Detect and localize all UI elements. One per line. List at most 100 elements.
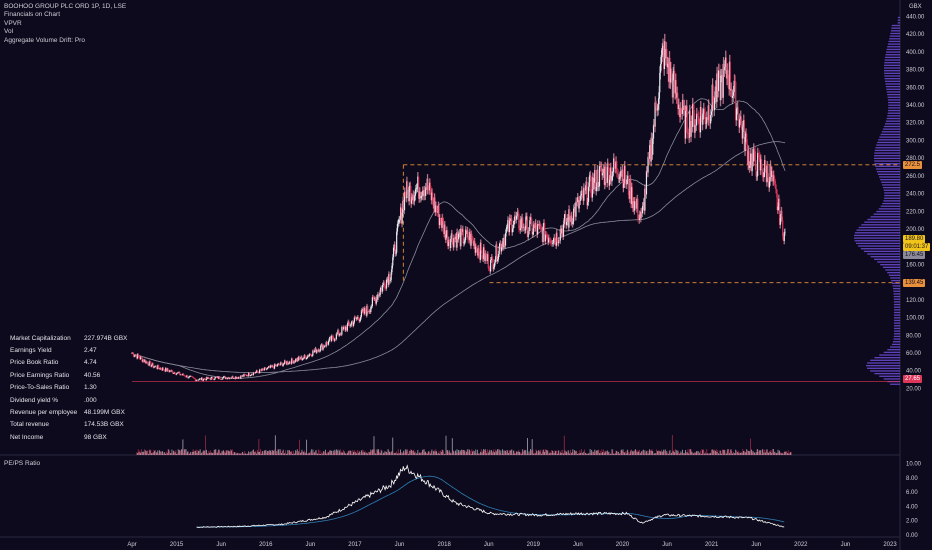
volume-bar: [700, 450, 701, 455]
volume-bar: [634, 450, 636, 455]
candle-body: [739, 119, 741, 128]
volume-bar: [389, 451, 391, 455]
volume-bar: [468, 452, 470, 455]
candle-body: [685, 105, 688, 112]
volume-bar: [256, 449, 258, 455]
candle-body: [677, 92, 679, 109]
candle-body: [385, 288, 387, 289]
candle-body: [706, 117, 709, 120]
legend-item-financials[interactable]: Financials on Chart: [4, 11, 60, 19]
volume-bar: [245, 453, 247, 455]
volume-bar: [699, 452, 701, 455]
candle-body: [368, 311, 370, 312]
candle-body: [289, 361, 291, 363]
candle-body: [462, 229, 464, 244]
candle-body: [344, 327, 346, 331]
volume-bar: [661, 451, 663, 455]
volume-bar: [240, 453, 242, 455]
volume-bar: [513, 450, 515, 455]
price-tick-label: 20.00: [906, 386, 922, 392]
candle-body: [218, 376, 220, 379]
candle-body: [201, 377, 204, 381]
candle-body: [755, 165, 757, 177]
ma-line-long: [132, 141, 786, 374]
candle-body: [295, 359, 298, 362]
volume-bar: [151, 453, 152, 455]
candle-body: [324, 346, 326, 347]
volume-bar: [761, 449, 763, 455]
vpvr-bar: [884, 194, 900, 197]
vpvr-bar: [882, 266, 900, 268]
legend-item-vpvr[interactable]: VPVR: [4, 19, 22, 27]
volume-bar: [494, 449, 496, 455]
candle-body: [570, 215, 572, 223]
volume-bar: [180, 449, 182, 455]
candle-body: [479, 242, 482, 260]
price-tick-label: 220.00: [906, 209, 925, 215]
candle-body: [698, 117, 700, 125]
candle-body: [393, 244, 395, 248]
volume-bar: [552, 451, 554, 455]
volume-bar: [171, 449, 173, 455]
volume-bar: [680, 451, 682, 455]
volume-bar: [434, 451, 436, 455]
candle-body: [533, 224, 535, 232]
volume-bar: [743, 450, 744, 455]
volume-bar: [718, 453, 719, 455]
volume-bar: [617, 451, 618, 455]
volume-bar: [711, 449, 713, 455]
chart-title[interactable]: BOOHOO GROUP PLC ORD 1P, 1D, LSE: [4, 3, 127, 10]
volume-bar: [412, 450, 414, 455]
pe-panel-label[interactable]: PE/PS Ratio: [4, 460, 41, 467]
volume-bar: [558, 450, 560, 455]
candle-body: [778, 198, 781, 225]
legend-item-volume-drift[interactable]: Aggregate Volume Drift: Pro: [4, 36, 85, 44]
volume-bar: [257, 451, 259, 455]
volume-bar: [294, 453, 296, 455]
volume-bar: [486, 453, 488, 455]
candle-body: [745, 133, 747, 137]
candle-body: [399, 207, 402, 220]
volume-bar: [548, 453, 549, 455]
candle-body: [697, 115, 699, 118]
time-tick-label: Jun: [841, 542, 851, 548]
volume-bar: [213, 449, 215, 455]
candle-body: [360, 310, 363, 317]
vpvr-bar: [890, 346, 900, 348]
volume-bar: [304, 452, 306, 455]
candle-body: [619, 176, 621, 179]
volume-bar: [258, 439, 260, 455]
candle-body: [228, 377, 230, 379]
volume-bar: [343, 450, 344, 455]
candle-body: [716, 73, 718, 102]
volume-bar: [177, 449, 179, 455]
candle-body: [378, 294, 381, 296]
volume-bar: [469, 449, 470, 455]
candle-body: [324, 346, 327, 347]
candle-body: [154, 366, 157, 367]
candle-body: [214, 377, 216, 380]
candle-body: [145, 361, 147, 364]
volume-bar: [273, 450, 275, 455]
volume-bar: [566, 451, 568, 455]
volume-bar: [518, 449, 520, 455]
vpvr-bar: [867, 253, 900, 255]
volume-bar: [522, 449, 524, 455]
candle-body: [146, 361, 148, 363]
candle-body: [244, 374, 247, 376]
candle-body: [183, 373, 185, 376]
volume-bar: [155, 452, 157, 455]
volume-bar: [270, 452, 272, 455]
candle-body: [366, 305, 368, 316]
financial-label: Net Income: [10, 433, 44, 441]
candle-body: [185, 376, 187, 378]
legend-item-vol[interactable]: Vol: [4, 28, 14, 36]
volume-bar: [516, 451, 517, 455]
volume-bar: [517, 451, 519, 455]
volume-bar: [561, 452, 563, 455]
candle-body: [285, 362, 287, 365]
candle-body: [423, 190, 425, 197]
candle-body: [203, 378, 205, 380]
volume-bar: [762, 449, 764, 455]
